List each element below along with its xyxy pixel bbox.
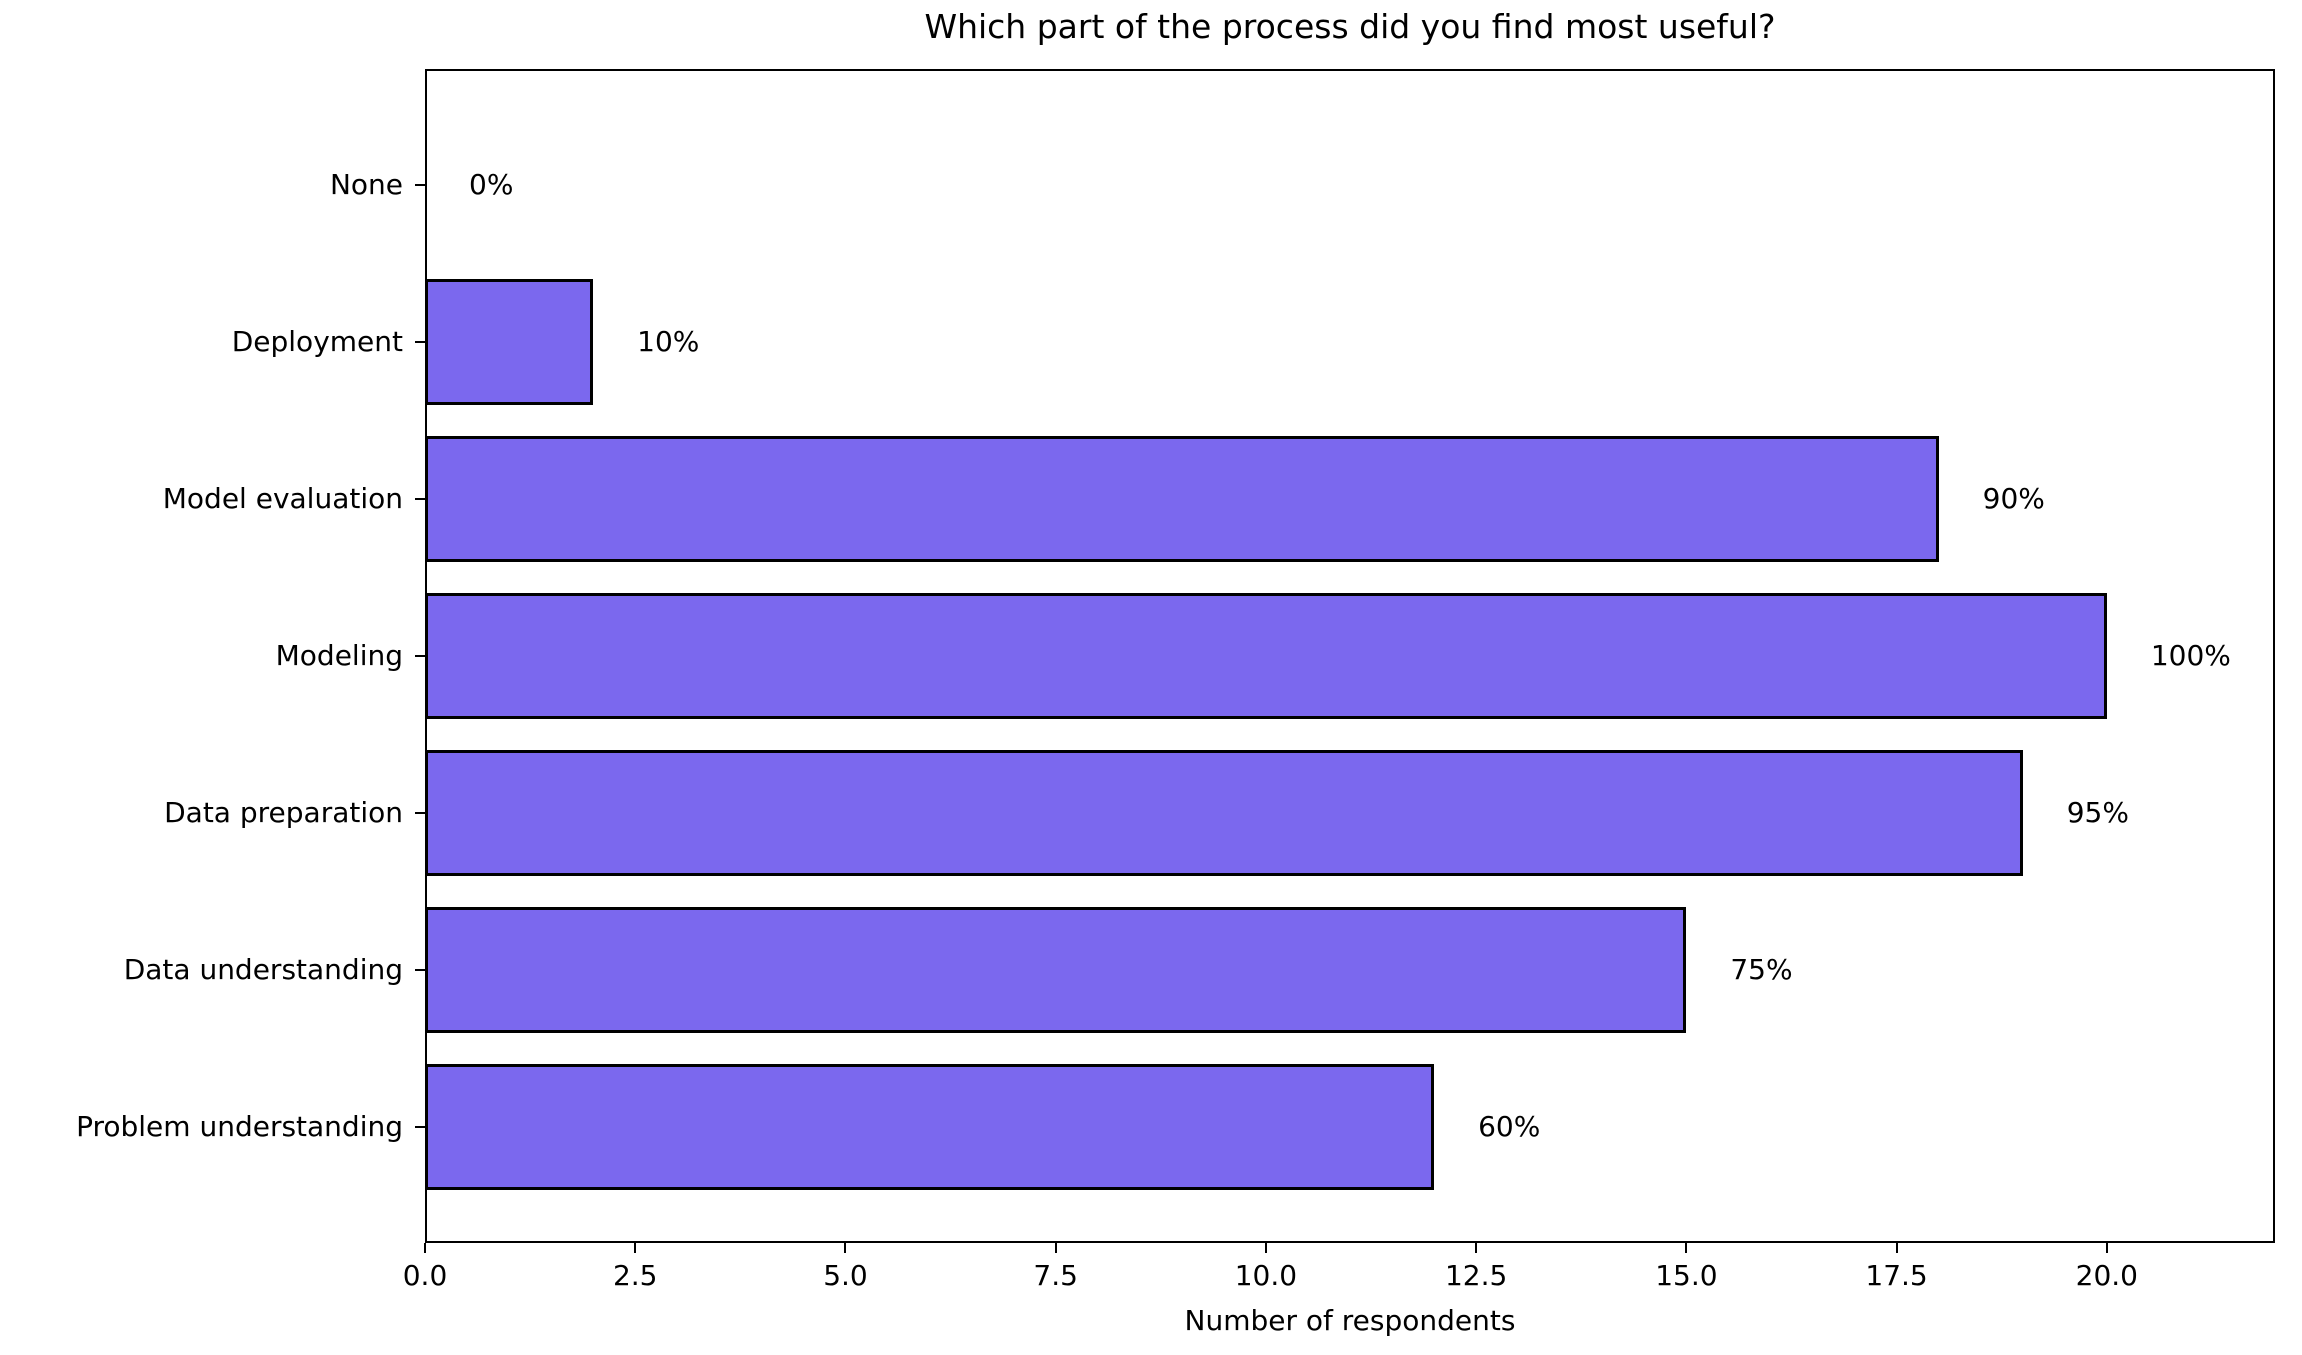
x-tick-mark-10.0	[1264, 1243, 1267, 1253]
y-tick-mark-model-evaluation	[415, 498, 425, 501]
y-tick-mark-none	[415, 184, 425, 187]
chart-title: Which part of the process did you find m…	[924, 7, 1776, 46]
bar-data-preparation	[425, 750, 2023, 876]
x-tick-mark-7.5	[1054, 1243, 1057, 1253]
x-tick-label-12.5: 12.5	[1444, 1259, 1508, 1292]
y-tick-mark-problem-understanding	[415, 1125, 425, 1128]
x-tick-mark-20.0	[2105, 1243, 2108, 1253]
y-tick-label-deployment: Deployment	[231, 325, 403, 359]
x-tick-label-10.0: 10.0	[1234, 1259, 1298, 1292]
y-tick-label-problem-understanding: Problem understanding	[76, 1109, 403, 1143]
x-axis-label: Number of respondents	[1184, 1304, 1516, 1337]
x-tick-label-5.0: 5.0	[823, 1259, 868, 1292]
y-tick-label-data-preparation: Data preparation	[164, 795, 403, 829]
bar-value-label-problem-understanding: 60%	[1478, 1109, 1541, 1143]
y-tick-label-none: None	[329, 168, 403, 202]
y-tick-mark-modeling	[415, 655, 425, 657]
bar-value-label-data-preparation: 95%	[2066, 795, 2129, 829]
x-tick-label-17.5: 17.5	[1865, 1259, 1928, 1292]
x-tick-label-15.0: 15.0	[1655, 1259, 1718, 1292]
x-tick-mark-17.5	[1895, 1243, 1898, 1253]
y-tick-label-modeling: Modeling	[275, 639, 403, 672]
x-tick-mark-15.0	[1685, 1243, 1688, 1253]
bar-data-understanding	[425, 907, 1687, 1033]
bar-model-evaluation	[425, 436, 1939, 562]
x-tick-label-20.0: 20.0	[2075, 1259, 2138, 1292]
bar-value-label-data-understanding: 75%	[1730, 952, 1793, 986]
x-tick-mark-5.0	[844, 1243, 847, 1253]
x-tick-label-7.5: 7.5	[1033, 1259, 1078, 1292]
y-tick-mark-data-preparation	[415, 811, 425, 814]
bar-value-label-none: 0%	[469, 168, 514, 202]
bar-value-label-deployment: 10%	[637, 325, 700, 359]
bar-value-label-model-evaluation: 90%	[1982, 482, 2045, 516]
x-tick-label-0.0: 0.0	[402, 1259, 448, 1292]
x-tick-label-2.5: 2.5	[612, 1259, 658, 1292]
bar-value-label-modeling: 100%	[2150, 639, 2231, 672]
x-tick-mark-2.5	[634, 1243, 637, 1253]
y-tick-mark-data-understanding	[415, 968, 425, 971]
y-tick-label-data-understanding: Data understanding	[123, 952, 403, 986]
y-tick-label-model-evaluation: Model evaluation	[162, 482, 403, 516]
y-tick-mark-deployment	[415, 341, 425, 344]
bar-problem-understanding	[425, 1064, 1435, 1190]
x-tick-mark-12.5	[1475, 1243, 1478, 1253]
bar-deployment	[425, 279, 594, 405]
x-tick-mark-0.0	[424, 1243, 426, 1253]
bar-modeling	[425, 593, 2107, 719]
